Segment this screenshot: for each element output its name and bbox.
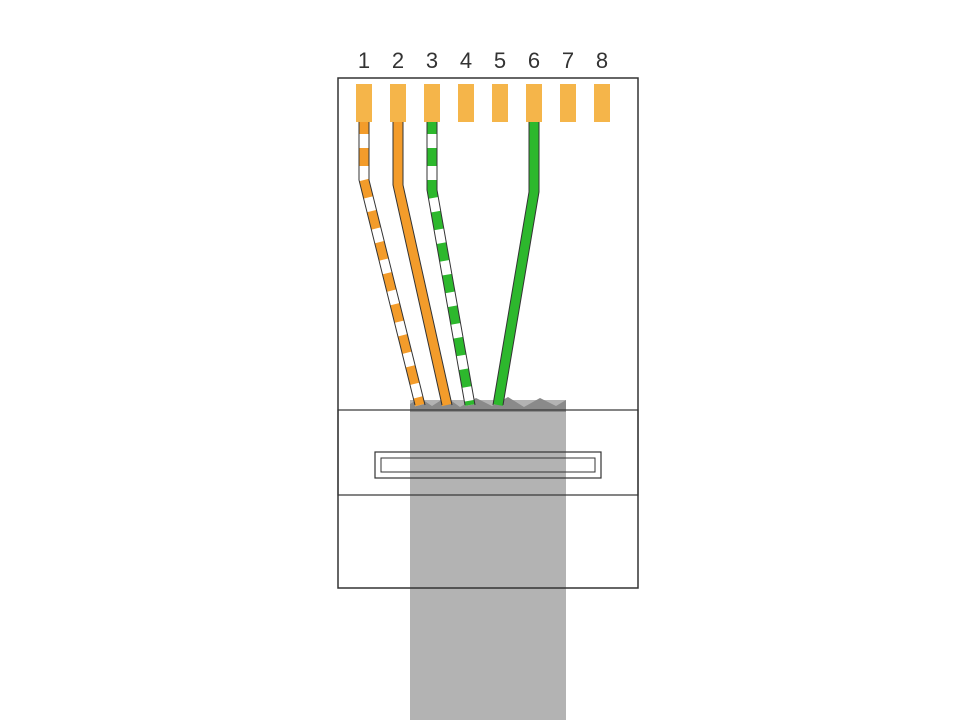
pin-contact-1 — [356, 84, 372, 122]
rj45-diagram — [0, 0, 960, 720]
pin-contact-7 — [560, 84, 576, 122]
diagram-stage: 1 2 3 4 5 6 7 8 — [0, 0, 960, 720]
pin-contact-2 — [390, 84, 406, 122]
pin-contact-3 — [424, 84, 440, 122]
wires — [359, 84, 539, 405]
pin-contact-8 — [594, 84, 610, 122]
pin-contact-4 — [458, 84, 474, 122]
cable-jacket — [410, 400, 566, 720]
pin-contact-5 — [492, 84, 508, 122]
pin-contact-6 — [526, 84, 542, 122]
pin-contacts — [356, 84, 610, 122]
